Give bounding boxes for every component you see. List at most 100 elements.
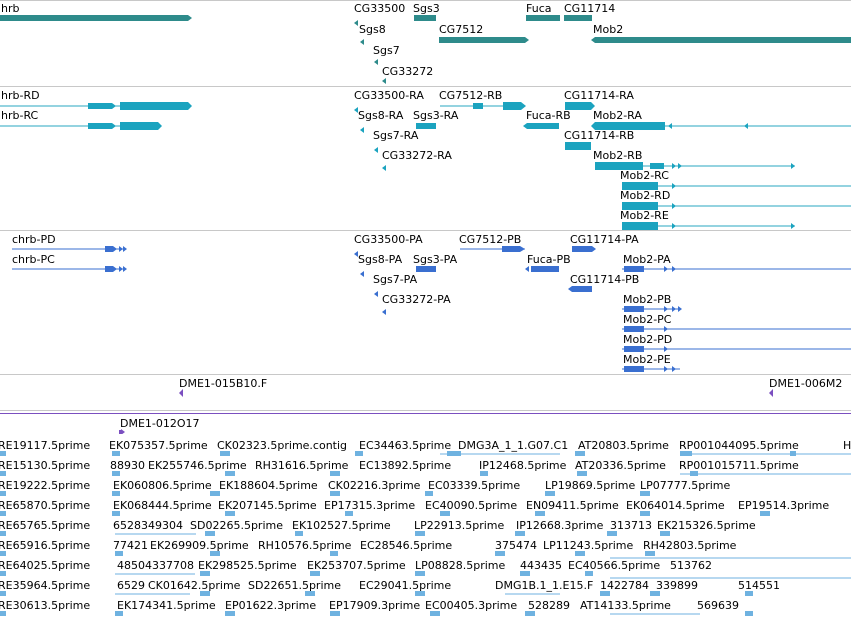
protein-label[interactable]: Sgs7-PA [373, 273, 418, 286]
transcript-label[interactable]: Mob2-RE [620, 209, 669, 222]
est-label[interactable]: RH10576.5prime [258, 539, 352, 552]
est-label[interactable]: EP17909.3prime [329, 599, 421, 612]
est-label[interactable]: EK253707.5prime [307, 559, 406, 572]
est-label[interactable]: EK068444.5prime [113, 499, 212, 512]
clone-label[interactable]: DME1-012O17 [120, 417, 200, 430]
protein-label[interactable]: chrb-PD [12, 233, 56, 246]
est-label[interactable]: AT14133.5prime [580, 599, 671, 612]
gene-label[interactable]: Fuca [526, 2, 552, 15]
transcript-label[interactable]: CG11714-RA [564, 89, 634, 102]
gene-label[interactable]: CG33272 [382, 65, 434, 78]
est-label[interactable]: EC28546.5prime [360, 539, 453, 552]
est-label[interactable]: IP12468.5prime [479, 459, 567, 472]
est-label[interactable]: CK02323.5prime.contig [217, 439, 348, 452]
gene-label[interactable]: CG7512 [439, 23, 484, 36]
transcript-label[interactable]: Mob2-RD [620, 189, 671, 202]
est-label[interactable]: 513762 [670, 559, 712, 572]
gene-label[interactable]: CG33500 [354, 2, 406, 15]
est-label[interactable]: EK075357.5prime [109, 439, 208, 452]
est-label[interactable]: 514551 [738, 579, 780, 592]
est-label[interactable]: AT20803.5prime [578, 439, 669, 452]
protein-label[interactable]: Mob2-PB [623, 293, 672, 306]
est-label[interactable]: EC29041.5prime [359, 579, 452, 592]
protein-label[interactable]: CG33272-PA [382, 293, 451, 306]
est-label[interactable]: EK215326.5prime [657, 519, 756, 532]
clone-label[interactable]: DME1-006M2 [769, 377, 843, 390]
est-label[interactable]: EN09411.5prime [526, 499, 619, 512]
transcript-label[interactable]: Mob2-RC [620, 169, 669, 182]
gene-label[interactable]: Sgs7 [373, 44, 400, 57]
est-label[interactable]: EK188604.5prime [219, 479, 318, 492]
est-label[interactable]: CK01642.5prime [148, 579, 241, 592]
est-label[interactable]: EK298525.5prime [198, 559, 297, 572]
est-label[interactable]: EP17315.3prime [324, 499, 416, 512]
est-label[interactable]: EK064014.5prime [626, 499, 725, 512]
est-label[interactable]: 313713 [610, 519, 652, 532]
est-label[interactable]: 375474 [495, 539, 537, 552]
protein-label[interactable]: Mob2-PE [623, 353, 671, 366]
est-label[interactable]: EK207145.5prime [218, 499, 317, 512]
est-label[interactable]: EP19514.3prime [738, 499, 830, 512]
est-label[interactable]: RE35964.5prime [0, 579, 91, 592]
est-label[interactable]: RE65916.5prime [0, 539, 91, 552]
est-label[interactable]: LP11243.5prime [543, 539, 634, 552]
est-label[interactable]: EC13892.5prime [359, 459, 452, 472]
est-label[interactable]: EK102527.5prime [292, 519, 391, 532]
est-label[interactable]: LP19869.5prime [545, 479, 636, 492]
est-label[interactable]: 339899 [656, 579, 698, 592]
est-label[interactable]: SD22651.5prime [248, 579, 341, 592]
est-label[interactable]: IP12668.3prime [516, 519, 604, 532]
est-label[interactable]: 88930 [110, 459, 145, 472]
est-label[interactable]: LP08828.5prime [415, 559, 506, 572]
clone-label[interactable]: DME1-015B10.F [179, 377, 268, 390]
protein-label[interactable]: CG7512-PB [459, 233, 522, 246]
est-label[interactable]: SD02265.5prime [190, 519, 283, 532]
est-label[interactable]: RE65870.5prime [0, 499, 91, 512]
protein-label[interactable]: CG11714-PB [570, 273, 640, 286]
protein-label[interactable]: Fuca-PB [527, 253, 571, 266]
transcript-label[interactable]: CG33272-RA [382, 149, 452, 162]
protein-label[interactable]: Mob2-PD [623, 333, 673, 346]
est-label[interactable]: EC40566.5prime [568, 559, 661, 572]
protein-label[interactable]: Mob2-PA [623, 253, 671, 266]
est-label[interactable]: EC03339.5prime [428, 479, 521, 492]
est-label[interactable]: RP001015711.5prime [679, 459, 799, 472]
est-label[interactable]: H [843, 439, 851, 452]
est-label[interactable]: EC34463.5prime [359, 439, 452, 452]
transcript-label[interactable]: Sgs8-RA [358, 109, 404, 122]
est-label[interactable]: RH42803.5prime [643, 539, 737, 552]
gene-label[interactable]: hrb [1, 2, 20, 15]
est-label[interactable]: 48504337708 [117, 559, 194, 572]
transcript-label[interactable]: CG7512-RB [439, 89, 503, 102]
est-label[interactable]: EP01622.3prime [225, 599, 317, 612]
est-label[interactable]: RH31616.5prime [255, 459, 349, 472]
est-label[interactable]: 6528349304 [113, 519, 183, 532]
gene-label[interactable]: Sgs8 [359, 23, 386, 36]
gene-label[interactable]: CG11714 [564, 2, 616, 15]
est-label[interactable]: 1422784 [600, 579, 649, 592]
est-label[interactable]: CK02216.3prime [328, 479, 421, 492]
transcript-label[interactable]: hrb-RC [1, 109, 39, 122]
est-label[interactable]: EK255746.5prime [148, 459, 247, 472]
est-label[interactable]: DMG3A_1_1.G07.C1 [458, 439, 569, 452]
est-label[interactable]: 443435 [520, 559, 562, 572]
protein-label[interactable]: CG33500-PA [354, 233, 423, 246]
est-label[interactable]: DMG1B.1_1.E15.F [495, 579, 594, 592]
protein-label[interactable]: Sgs3-PA [413, 253, 458, 266]
est-label[interactable]: RE15130.5prime [0, 459, 91, 472]
est-label[interactable]: 528289 [528, 599, 570, 612]
transcript-label[interactable]: CG11714-RB [564, 129, 635, 142]
est-label[interactable]: EK174341.5prime [117, 599, 216, 612]
transcript-label[interactable]: CG33500-RA [354, 89, 424, 102]
protein-label[interactable]: chrb-PC [12, 253, 55, 266]
est-label[interactable]: RE19222.5prime [0, 479, 91, 492]
protein-label[interactable]: CG11714-PA [570, 233, 639, 246]
est-label[interactable]: LP22913.5prime [414, 519, 505, 532]
est-label[interactable]: 6529 [117, 579, 145, 592]
gene-label[interactable]: Sgs3 [413, 2, 440, 15]
est-label[interactable]: RE19117.5prime [0, 439, 91, 452]
est-label[interactable]: RP001044095.5prime [679, 439, 799, 452]
est-label[interactable]: EK060806.5prime [113, 479, 212, 492]
transcript-label[interactable]: Mob2-RA [593, 109, 642, 122]
transcript-label[interactable]: Mob2-RB [593, 149, 643, 162]
